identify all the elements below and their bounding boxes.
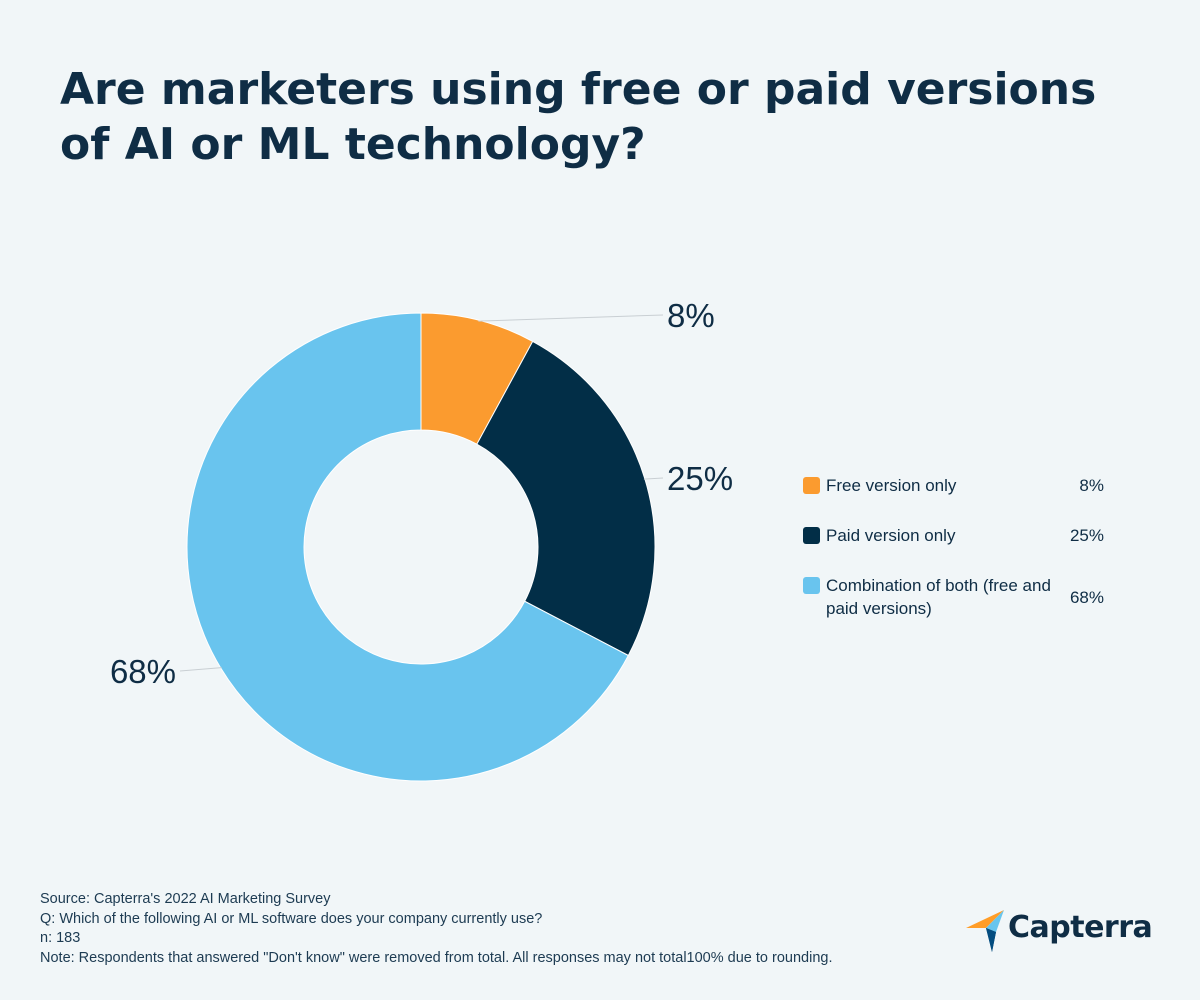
- legend-value-free: 8%: [1079, 476, 1104, 495]
- donut-slice-both: [186, 312, 630, 782]
- chart-title: Are marketers using free or paid version…: [60, 64, 1097, 170]
- leader-line-free: [478, 314, 664, 322]
- data-label-paid: 25%: [667, 460, 733, 497]
- donut-slice-paid: [476, 340, 656, 657]
- legend-swatch-both: [803, 577, 820, 594]
- data-label-free: 8%: [667, 297, 715, 334]
- legend-label-free: Free version only: [826, 476, 957, 495]
- legend-label-both: Combination of both (free and paid versi…: [826, 576, 1051, 618]
- capterra-logo-text: Capterra: [1008, 910, 1153, 945]
- capterra-arrow-icon: [966, 910, 1004, 952]
- footer-sample-size: n: 183: [40, 930, 81, 946]
- leader-line-both: [179, 667, 222, 672]
- data-label-both: 68%: [110, 653, 176, 690]
- leader-line-paid: [643, 477, 664, 480]
- legend-label-paid: Paid version only: [826, 526, 956, 545]
- capterra-logo: Capterra: [966, 908, 1166, 954]
- footer-note: Note: Respondents that answered "Don't k…: [40, 949, 833, 966]
- footer-question: Q: Which of the following AI or ML softw…: [40, 910, 543, 927]
- footer-source: Source: Capterra's 2022 AI Marketing Sur…: [40, 891, 331, 907]
- legend-value-both: 68%: [1069, 588, 1104, 607]
- chart-footer: Source: Capterra's 2022 AI Marketing Sur…: [40, 890, 920, 968]
- legend-value-paid: 25%: [1069, 526, 1104, 545]
- legend-swatch-paid: [803, 527, 820, 544]
- legend-swatch-free: [803, 477, 820, 494]
